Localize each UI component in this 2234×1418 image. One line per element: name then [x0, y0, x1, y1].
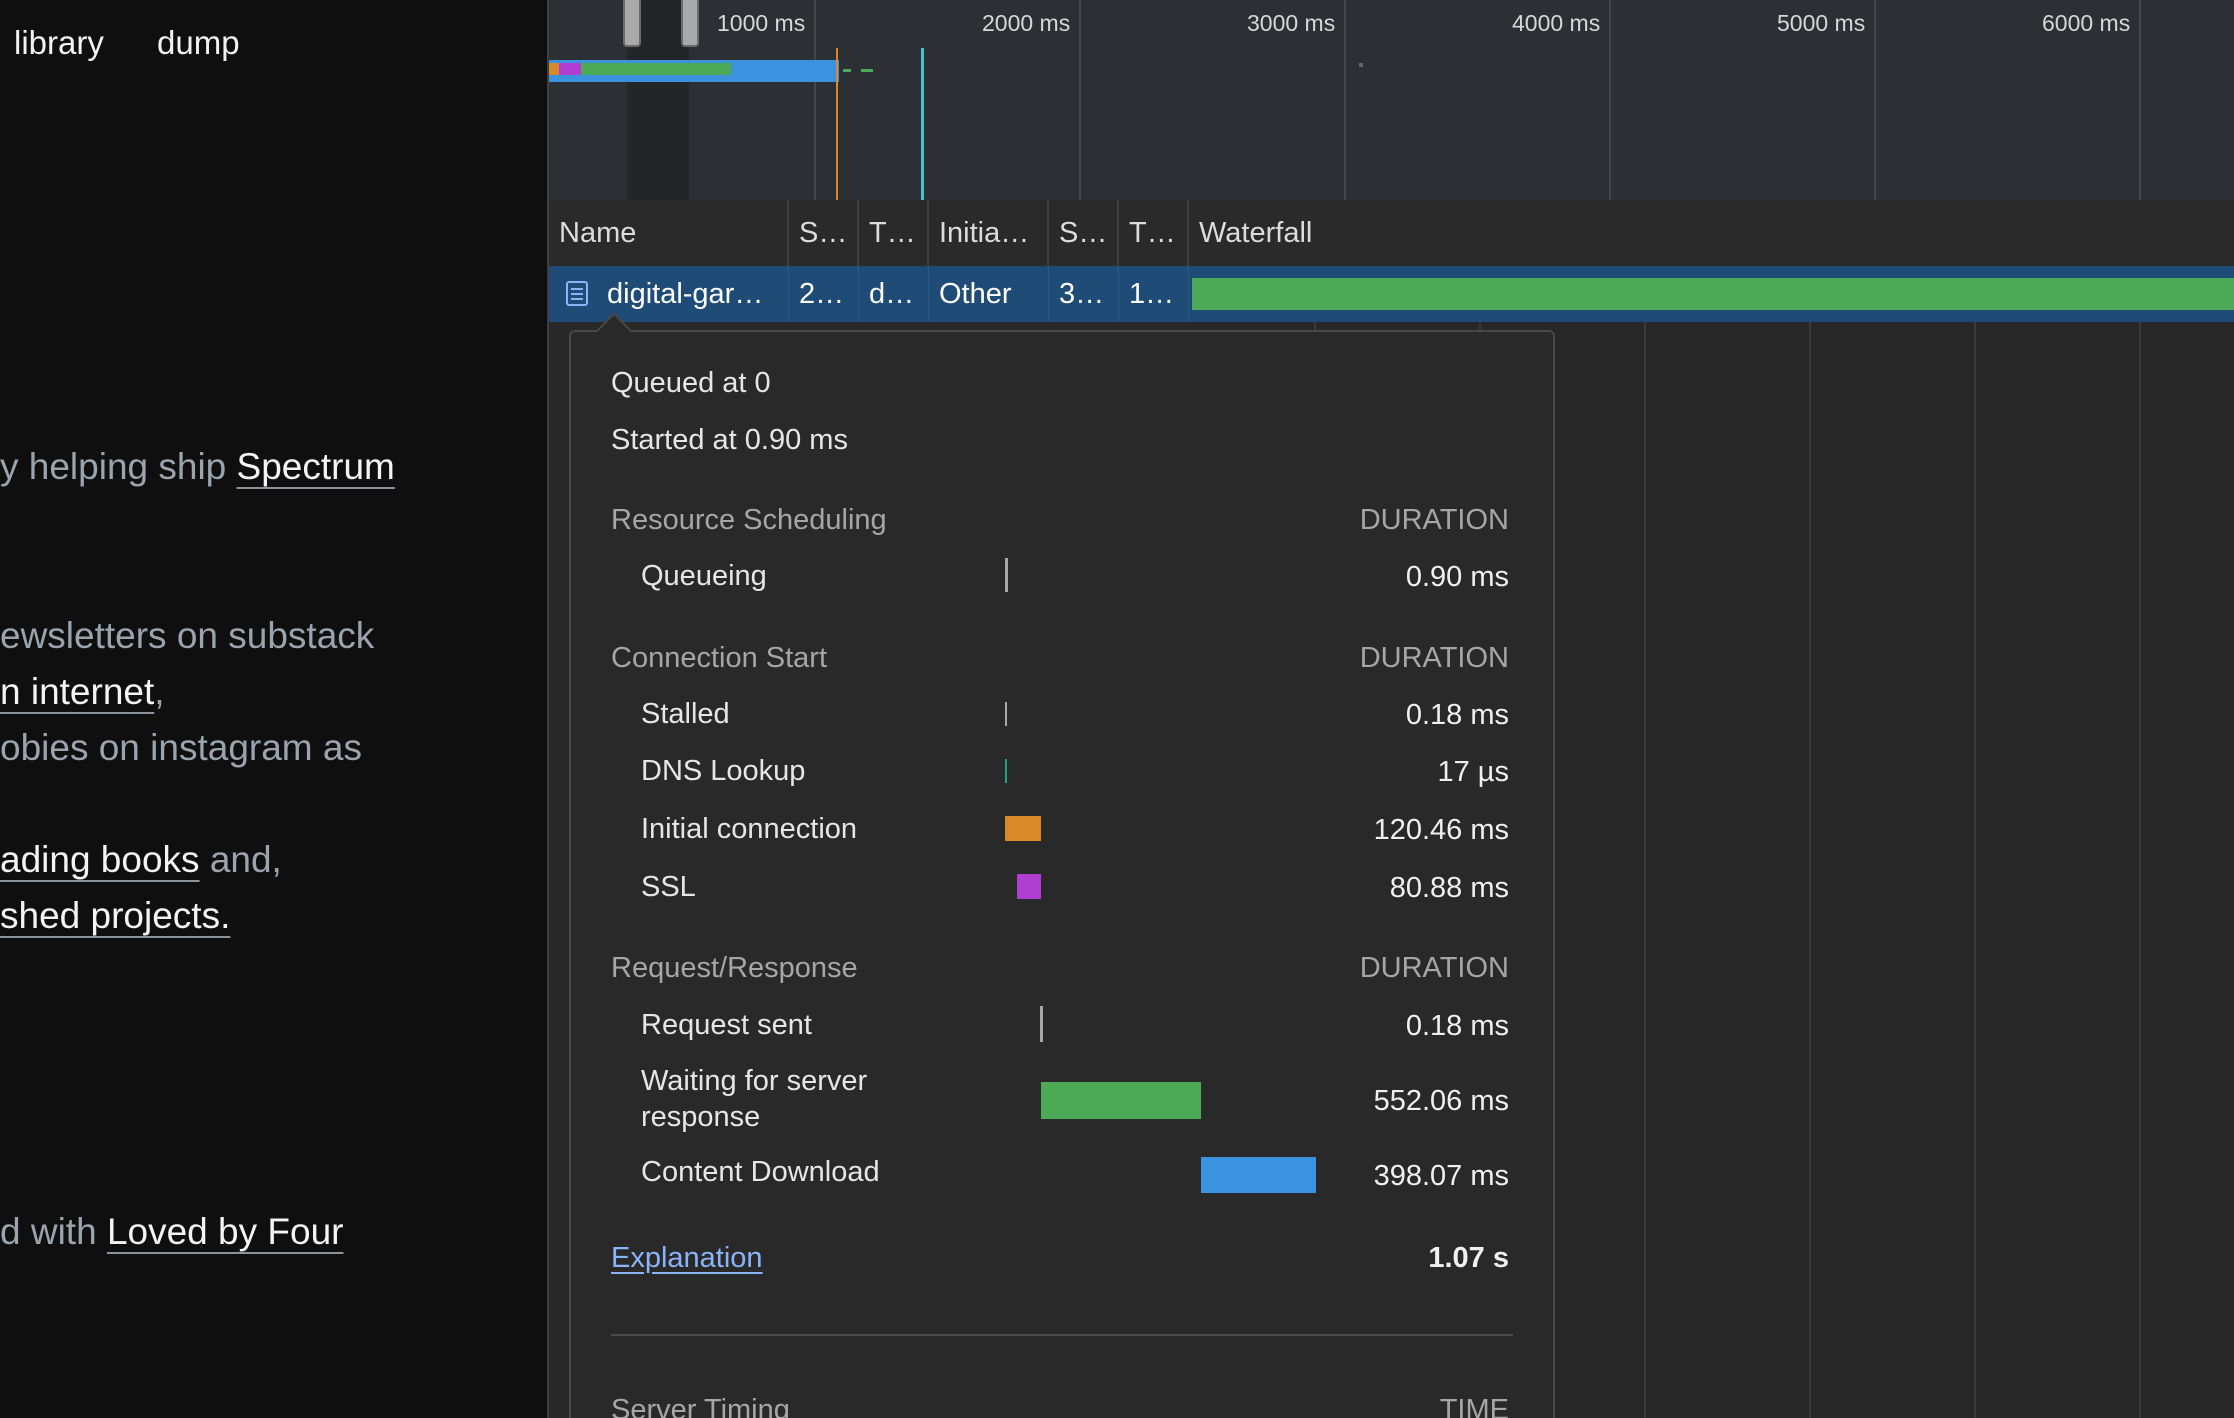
duration-header: DURATION: [1359, 952, 1509, 984]
explanation-link[interactable]: Explanation: [611, 1242, 763, 1274]
initiator-cell: Other: [929, 266, 1049, 322]
size-cell: 3…: [1049, 266, 1119, 322]
column-header-size[interactable]: S…: [1049, 200, 1119, 266]
tick-label: 6000 ms: [2042, 10, 2131, 36]
section-title-request-response: Request/Response: [611, 952, 858, 984]
timing-bar-initial-connection: [1005, 816, 1041, 841]
timing-bar-content-download: [1201, 1157, 1316, 1193]
timing-label-ssl: SSL: [641, 871, 696, 903]
column-header-status[interactable]: S…: [789, 200, 859, 266]
table-row[interactable]: digital-gar… 2… d… Other 3… 1…: [549, 266, 2234, 322]
bio-line: ading books and,: [0, 839, 282, 881]
duration-header: DURATION: [1359, 642, 1509, 674]
bio-line: obies on instagram as: [0, 727, 362, 769]
bio-text: y helping ship: [0, 446, 237, 487]
timing-bar-request-sent: [1040, 1006, 1043, 1042]
loved-by-four-link[interactable]: Loved by Four: [106, 1211, 344, 1252]
timing-label-stalled: Stalled: [641, 698, 730, 730]
column-header-initiator[interactable]: Initia…: [929, 200, 1049, 266]
bio-text: d with: [0, 1211, 107, 1252]
load-marker: [921, 48, 924, 200]
column-header-type[interactable]: T…: [859, 200, 929, 266]
nav-link-dump[interactable]: dump: [157, 24, 240, 61]
reading-books-link[interactable]: ading books: [0, 839, 200, 880]
section-divider: [611, 1334, 1513, 1336]
bio-text: ,: [154, 671, 165, 712]
website-preview: library dump y helping ship Spectrum ews…: [0, 0, 547, 1418]
timing-bar-dns-lookup: [1005, 759, 1007, 783]
timing-label-content-download: Content Download: [641, 1156, 880, 1188]
time-cell: 1…: [1119, 266, 1189, 322]
tick-label: 3000 ms: [1247, 10, 1336, 36]
overview-right-handle[interactable]: [681, 0, 699, 47]
bio-line: shed projects.: [0, 895, 230, 937]
timing-label-queueing: Queueing: [641, 560, 767, 592]
request-name-cell[interactable]: digital-gar…: [549, 266, 789, 322]
time-header: TIME: [1439, 1394, 1509, 1418]
timing-value-initial-connection: 120.46 ms: [1373, 814, 1509, 846]
section-title-server-timing: Server Timing: [611, 1394, 790, 1418]
timing-value-content-download: 398.07 ms: [1373, 1160, 1509, 1192]
bio-text: and,: [199, 839, 282, 880]
document-icon: [566, 281, 588, 306]
section-title-connection-start: Connection Start: [611, 642, 828, 674]
timing-label-initial-connection: Initial connection: [641, 813, 858, 845]
column-header-time[interactable]: T…: [1119, 200, 1189, 266]
timing-bar-waiting: [1041, 1082, 1201, 1119]
status-cell: 2…: [789, 266, 859, 322]
timing-value-dns-lookup: 17 µs: [1437, 756, 1509, 788]
timing-bar-stalled: [1005, 702, 1007, 726]
devtools-network-panel: 1000 ms 2000 ms 3000 ms 4000 ms 5000 ms …: [547, 0, 2234, 1418]
bio-line: ewsletters on substack: [0, 615, 374, 657]
internet-link[interactable]: n internet: [0, 671, 155, 712]
bio-line: n internet,: [0, 671, 165, 713]
timing-popover: Queued at 0 Started at 0.90 ms Resource …: [569, 312, 1555, 1418]
queued-at-text: Queued at 0: [611, 367, 771, 399]
tick-label: 1000 ms: [717, 10, 806, 36]
spectrum-link[interactable]: Spectrum: [236, 446, 395, 487]
tick-label: 5000 ms: [1777, 10, 1866, 36]
type-cell: d…: [859, 266, 929, 322]
timing-value-stalled: 0.18 ms: [1405, 699, 1509, 731]
tick-label: 2000 ms: [982, 10, 1071, 36]
timing-label-dns-lookup: DNS Lookup: [641, 755, 806, 787]
bio-line: y helping ship Spectrum: [0, 446, 395, 488]
dcl-marker: [836, 48, 838, 200]
timing-value-waiting: 552.06 ms: [1373, 1085, 1509, 1117]
timing-value-request-sent: 0.18 ms: [1405, 1010, 1509, 1042]
nav-link-library[interactable]: library: [14, 24, 104, 61]
request-name: digital-gar…: [607, 278, 764, 310]
finished-projects-link[interactable]: shed projects.: [0, 895, 231, 936]
timing-value-ssl: 80.88 ms: [1389, 872, 1509, 904]
section-title-resource-scheduling: Resource Scheduling: [611, 504, 887, 536]
timing-label-request-sent: Request sent: [641, 1009, 812, 1041]
total-duration: 1.07 s: [1428, 1242, 1509, 1274]
request-table-header: Name S… T… Initia… S… T… Waterfall: [549, 200, 2234, 267]
network-overview[interactable]: 1000 ms 2000 ms 3000 ms 4000 ms 5000 ms …: [549, 0, 2234, 202]
timing-bar-ssl: [1017, 874, 1041, 899]
bio-text: ewsletters on substack: [0, 615, 375, 656]
timing-bar-queueing: [1005, 558, 1008, 592]
bio-text: obies on instagram as: [0, 727, 362, 768]
started-at-text: Started at 0.90 ms: [611, 424, 848, 456]
timing-label-waiting: Waiting for server response: [641, 1065, 868, 1133]
overview-left-handle[interactable]: [623, 0, 641, 47]
column-header-name[interactable]: Name: [549, 200, 789, 266]
tick-label: 4000 ms: [1512, 10, 1601, 36]
waterfall-bar[interactable]: [1192, 278, 2234, 310]
column-header-waterfall[interactable]: Waterfall: [1199, 217, 1313, 249]
timing-value-queueing: 0.90 ms: [1405, 561, 1509, 593]
duration-header: DURATION: [1359, 504, 1509, 536]
bio-line: d with Loved by Four: [0, 1211, 343, 1253]
